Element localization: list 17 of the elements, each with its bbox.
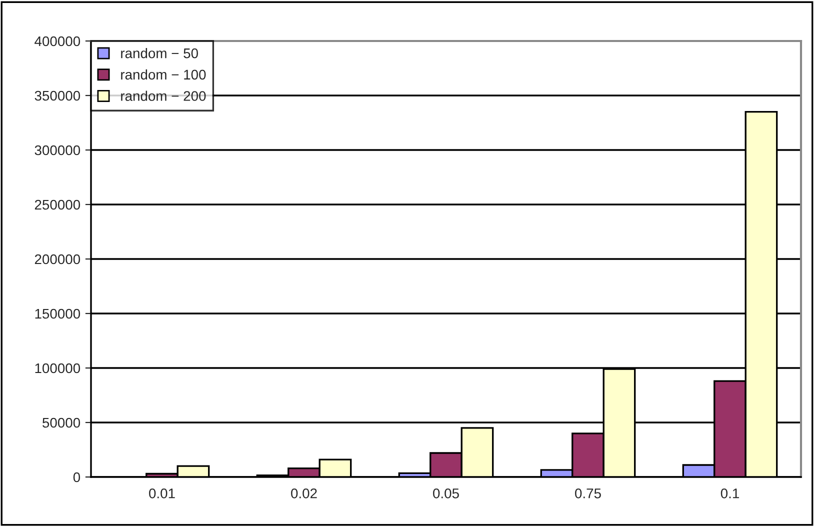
- x-tick-label: 0.01: [149, 488, 175, 498]
- y-tick-label: 250000: [34, 200, 80, 210]
- y-tick-label: 0: [73, 472, 80, 482]
- y-tick-label: 350000: [34, 90, 80, 101]
- y-tick-label: 150000: [35, 308, 80, 319]
- y-tick-label: 100000: [35, 363, 80, 374]
- y-tick-label: 200000: [34, 254, 80, 264]
- y-tick-label: 400000: [34, 36, 80, 46]
- x-tick-label: 0.05: [433, 488, 459, 498]
- legend-label: random − 200: [121, 90, 206, 101]
- x-tick-label: 0.1: [720, 488, 739, 498]
- legend-label: random − 50: [121, 48, 198, 58]
- x-tick-label: 0.02: [291, 488, 317, 498]
- y-tick-label: 50000: [42, 418, 80, 428]
- x-tick-label: 0.75: [575, 488, 601, 498]
- y-tick-label: 300000: [34, 145, 80, 156]
- legend-label: random − 100: [121, 69, 206, 80]
